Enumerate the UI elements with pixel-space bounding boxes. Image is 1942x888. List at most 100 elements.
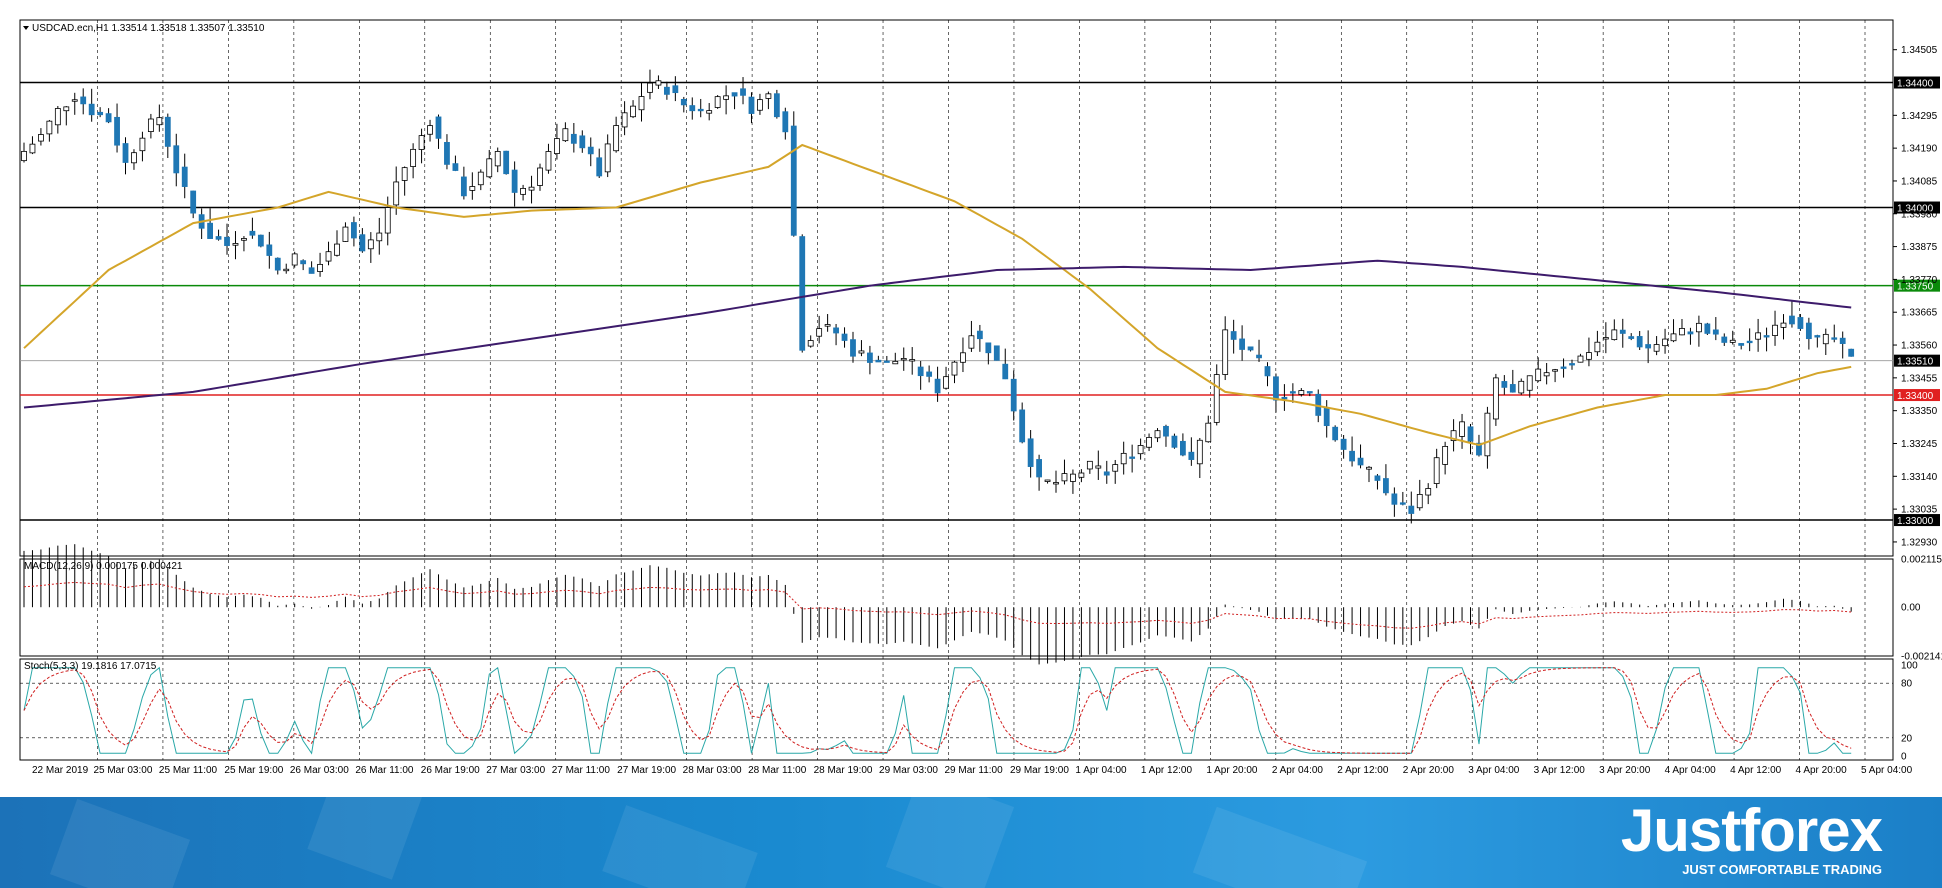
candle-body [875,359,882,363]
x-tick-label: 2 Apr 12:00 [1337,765,1389,776]
y-tick-label: 1.33035 [1901,505,1938,516]
candle-body [164,116,171,147]
candle-body [418,135,425,150]
candle-body [1323,407,1330,427]
candle-body [1154,430,1161,439]
candle-body [799,236,806,351]
candle-body [1171,435,1178,448]
brand-banner: Justforex JUST COMFORTABLE TRADING [0,797,1942,888]
price-level-tag [1894,201,1940,214]
candle-body [1425,488,1432,496]
y-tick-label: 1.33560 [1901,341,1938,352]
y-tick-label: 1.33455 [1901,373,1938,384]
candle-body [300,260,307,265]
stoch-main-line [23,666,1852,755]
price-level-label: 1.34000 [1897,204,1934,215]
candle-body [655,80,662,86]
candle-body [1653,344,1660,352]
candle-body [943,376,949,389]
candle-body [1120,452,1127,465]
candle-body [427,125,433,135]
candle-body [232,243,239,246]
candle-body [773,93,780,118]
candle-body [494,151,501,167]
candle-body [816,328,823,337]
candle-body [114,116,120,146]
candle-body [131,152,137,164]
candle-body [1433,457,1440,484]
candle-body [1205,422,1212,443]
candle-body [1112,464,1119,472]
candle-body [393,181,400,206]
candle-body [80,96,87,105]
candle-body [638,96,645,111]
candle-body [147,118,154,132]
candle-body [1391,493,1398,505]
candle-body [1044,479,1051,482]
candle-body [1239,338,1246,350]
candle-body [88,103,95,116]
y-tick-label: 1.33140 [1901,472,1938,483]
candle-body [1484,412,1491,457]
x-tick-label: 26 Mar 03:00 [290,765,349,776]
candle-body [325,251,332,262]
candle-body [1492,377,1499,420]
candle-body [545,151,552,171]
candle-body [503,150,510,175]
candle-body [1729,339,1736,343]
candle-body [1281,396,1288,400]
candle-body [1687,331,1694,335]
candle-body [342,226,349,242]
x-tick-label: 5 Apr 04:00 [1861,765,1913,776]
x-tick-label: 22 Mar 2019 [32,765,89,776]
candle-body [985,342,992,354]
candle-body [951,361,958,376]
candle-body [1383,478,1389,494]
candle-body [1552,369,1558,372]
macd-y-tick-label: 0.002115 [1901,555,1942,566]
candle-body [1163,425,1169,437]
candle-body [477,171,484,186]
x-tick-label: 26 Mar 19:00 [421,765,480,776]
stoch-y-tick-label: 20 [1901,733,1913,744]
chart-menu-triangle-icon[interactable] [23,26,29,30]
candle-body [249,230,256,236]
brand-tagline: JUST COMFORTABLE TRADING [1682,862,1882,877]
candle-body [1103,471,1110,476]
candle-body [1230,331,1237,340]
candle-body [917,366,924,377]
x-tick-label: 4 Apr 12:00 [1730,765,1782,776]
y-tick-label: 1.34085 [1901,176,1938,187]
y-tick-label: 1.34190 [1901,144,1938,155]
x-tick-label: 4 Apr 04:00 [1665,765,1717,776]
candle-body [1467,426,1474,442]
candle-body [1306,391,1313,394]
chart-canvas: 1.34400 1.34000 1.33750 1.33510 1.33400 1.330… [19,19,1942,776]
brand-logo[interactable]: Justforex JUST COMFORTABLE TRADING [1620,797,1883,877]
candle-body [1569,363,1575,366]
candle-body [1712,329,1719,335]
candle-body [1704,323,1711,334]
candle-body [765,93,772,99]
candle-body [1357,457,1364,466]
candle-body [266,244,273,256]
candle-body [723,95,730,100]
candle-body [283,268,290,272]
price-level-tag [1894,389,1940,402]
price-level-tag [1894,279,1940,292]
candle-body [486,158,493,178]
candle-body [934,378,941,394]
candle-body [528,186,535,191]
ma-slow-line [23,259,1852,409]
candle-body [359,234,366,252]
x-tick-label: 27 Mar 19:00 [617,765,676,776]
price-level-label: 1.34400 [1897,79,1934,90]
x-tick-label: 1 Apr 04:00 [1075,765,1127,776]
candle-body [1002,363,1009,380]
chart-header: USDCAD.ecn,H1 1.33514 1.33518 1.33507 1.… [32,23,265,34]
brand-name: Justforex [1620,797,1883,864]
candle-body [647,82,653,93]
candle-body [1526,375,1533,391]
candle-body [1501,381,1508,388]
candle-body [317,263,323,272]
